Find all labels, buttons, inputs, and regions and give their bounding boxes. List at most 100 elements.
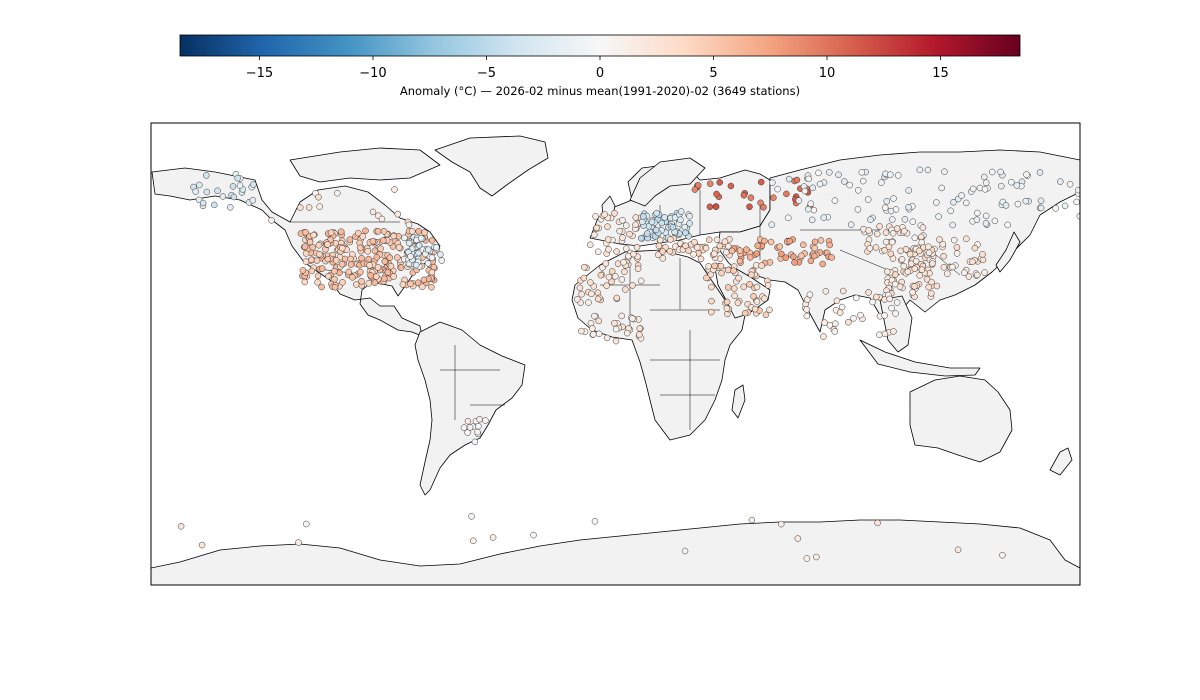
station-marker (324, 255, 332, 263)
station-marker (988, 168, 996, 176)
station-marker (806, 291, 814, 298)
station-marker (730, 267, 737, 274)
station-marker (604, 236, 612, 243)
station-marker (437, 251, 444, 258)
station-marker (324, 241, 331, 248)
land-new-zealand (1049, 447, 1073, 476)
station-marker (918, 266, 926, 273)
station-marker (636, 325, 644, 332)
station-marker (618, 312, 625, 320)
station-marker (669, 223, 677, 231)
station-marker (595, 317, 603, 325)
station-marker (666, 248, 674, 255)
station-marker (420, 276, 428, 284)
station-marker (981, 186, 989, 193)
station-marker (603, 334, 611, 342)
station-marker (740, 192, 748, 199)
station-marker (339, 279, 346, 286)
station-marker (310, 231, 317, 239)
station-marker (268, 217, 275, 224)
station-marker (711, 262, 718, 270)
station-marker (869, 298, 876, 306)
station-marker (764, 282, 772, 289)
station-marker (793, 176, 801, 184)
station-marker (743, 246, 750, 253)
station-marker (703, 274, 710, 282)
station-marker (887, 250, 895, 258)
station-marker (891, 280, 899, 288)
land-canadian-arctic (289, 147, 441, 183)
station-marker (838, 303, 846, 311)
station-marker (315, 241, 323, 249)
station-marker (885, 243, 893, 251)
border-africa-2 (650, 330, 720, 430)
station-marker (1073, 198, 1080, 206)
station-marker (766, 306, 773, 314)
station-marker (1075, 186, 1080, 194)
station-marker (817, 237, 825, 244)
station-marker (884, 268, 891, 275)
station-marker (874, 519, 881, 527)
station-marker (767, 238, 775, 246)
station-marker (941, 168, 948, 175)
station-marker (428, 254, 436, 261)
station-marker (786, 237, 793, 245)
station-marker (724, 266, 732, 274)
station-marker (580, 274, 588, 282)
station-marker (810, 206, 818, 214)
land-scandinavia (629, 157, 706, 207)
station-marker (334, 189, 341, 197)
station-marker (798, 252, 805, 260)
station-marker (587, 279, 594, 286)
station-marker (659, 248, 666, 255)
station-marker (905, 187, 912, 194)
station-marker (716, 242, 724, 250)
station-marker (464, 417, 472, 425)
station-marker (318, 265, 326, 272)
station-marker (622, 222, 630, 229)
colorbar-tick-label: −5 (477, 66, 496, 81)
station-marker (318, 283, 325, 291)
station-marker (489, 534, 497, 541)
station-marker (471, 438, 479, 446)
station-marker (415, 228, 422, 235)
station-marker (604, 223, 611, 230)
station-marker (587, 319, 595, 327)
station-marker (405, 221, 413, 229)
station-marker (958, 192, 965, 199)
station-marker (778, 250, 785, 258)
station-marker (746, 203, 753, 211)
station-marker (954, 546, 962, 554)
station-marker (356, 244, 364, 252)
station-marker (878, 179, 885, 186)
station-marker (873, 293, 880, 301)
station-marker (419, 283, 426, 291)
station-marker (805, 205, 812, 213)
station-marker (366, 262, 373, 269)
station-marker (357, 268, 364, 276)
station-marker (713, 236, 721, 244)
station-marker (892, 271, 899, 278)
station-marker (353, 281, 360, 288)
station-marker (199, 199, 207, 207)
station-marker (373, 254, 381, 261)
station-marker (428, 237, 436, 244)
station-marker (620, 259, 627, 266)
station-marker (586, 241, 594, 249)
station-marker (911, 283, 918, 290)
station-marker (898, 256, 906, 263)
station-marker (991, 217, 999, 225)
station-marker (371, 247, 379, 255)
land-madagascar (731, 384, 746, 419)
station-marker (658, 219, 666, 227)
station-marker (826, 241, 833, 249)
station-marker (911, 234, 919, 242)
station-marker (629, 282, 636, 289)
map-frame (150, 122, 1081, 586)
station-marker (591, 312, 598, 320)
station-marker (314, 279, 321, 286)
station-marker (591, 518, 599, 525)
station-marker (1014, 200, 1022, 208)
station-marker (1061, 202, 1069, 210)
station-marker (362, 227, 369, 235)
